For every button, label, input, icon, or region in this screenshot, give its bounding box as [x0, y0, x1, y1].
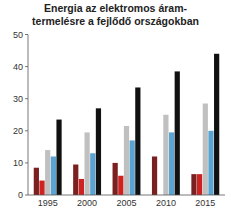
bar [135, 87, 140, 195]
title: Energia az elektromos áram-termelésre a … [32, 2, 199, 27]
y-tick [25, 195, 28, 196]
title-line: Energia az elektromos áram- [44, 2, 187, 14]
x-tick-label: 2010 [156, 198, 176, 208]
bar [56, 120, 61, 195]
x-tick-label: 2015 [195, 198, 215, 208]
bar [191, 174, 196, 195]
bar [113, 163, 118, 195]
bar [45, 150, 50, 195]
chart-svg: Energia az elektromos áram-termelésre a … [0, 0, 231, 213]
y-tick [25, 66, 28, 67]
y-tick [25, 162, 28, 163]
bar [130, 140, 135, 195]
bar [197, 174, 202, 195]
y-tick [25, 98, 28, 99]
bar [163, 115, 168, 195]
y-axis-line [28, 35, 29, 196]
bar [124, 126, 129, 195]
x-tick-label: 1995 [38, 198, 58, 208]
bar [152, 156, 157, 195]
bar [169, 132, 174, 195]
y-tick-label: 0 [18, 190, 23, 200]
bar [34, 168, 39, 195]
bar [39, 181, 44, 195]
bar [214, 54, 219, 195]
bar [90, 153, 95, 195]
x-tick-label: 2000 [77, 198, 97, 208]
x-tick-label: 2005 [116, 198, 136, 208]
bar [84, 132, 89, 195]
chart-container: Energia az elektromos áram-termelésre a … [0, 0, 231, 213]
bar [175, 71, 180, 195]
bar [208, 131, 213, 195]
bar [96, 108, 101, 195]
y-tick-label: 40 [13, 62, 23, 72]
y-tick [25, 130, 28, 131]
y-tick-label: 10 [13, 158, 23, 168]
y-tick-label: 30 [13, 94, 23, 104]
bars [34, 54, 220, 195]
y-tick-label: 50 [13, 30, 23, 40]
bar [73, 165, 78, 195]
x-axis-line [28, 195, 225, 196]
bar [203, 104, 208, 195]
title-line: termelésre a fejlődő országokban [32, 15, 199, 27]
bar [79, 179, 84, 195]
y-tick [25, 34, 28, 35]
bar [51, 156, 56, 195]
y-tick-label: 20 [13, 126, 23, 136]
axes: 0 10 20 30 40 50 1995 2000 2005 2010 2015 [13, 30, 225, 209]
bar [118, 176, 123, 195]
